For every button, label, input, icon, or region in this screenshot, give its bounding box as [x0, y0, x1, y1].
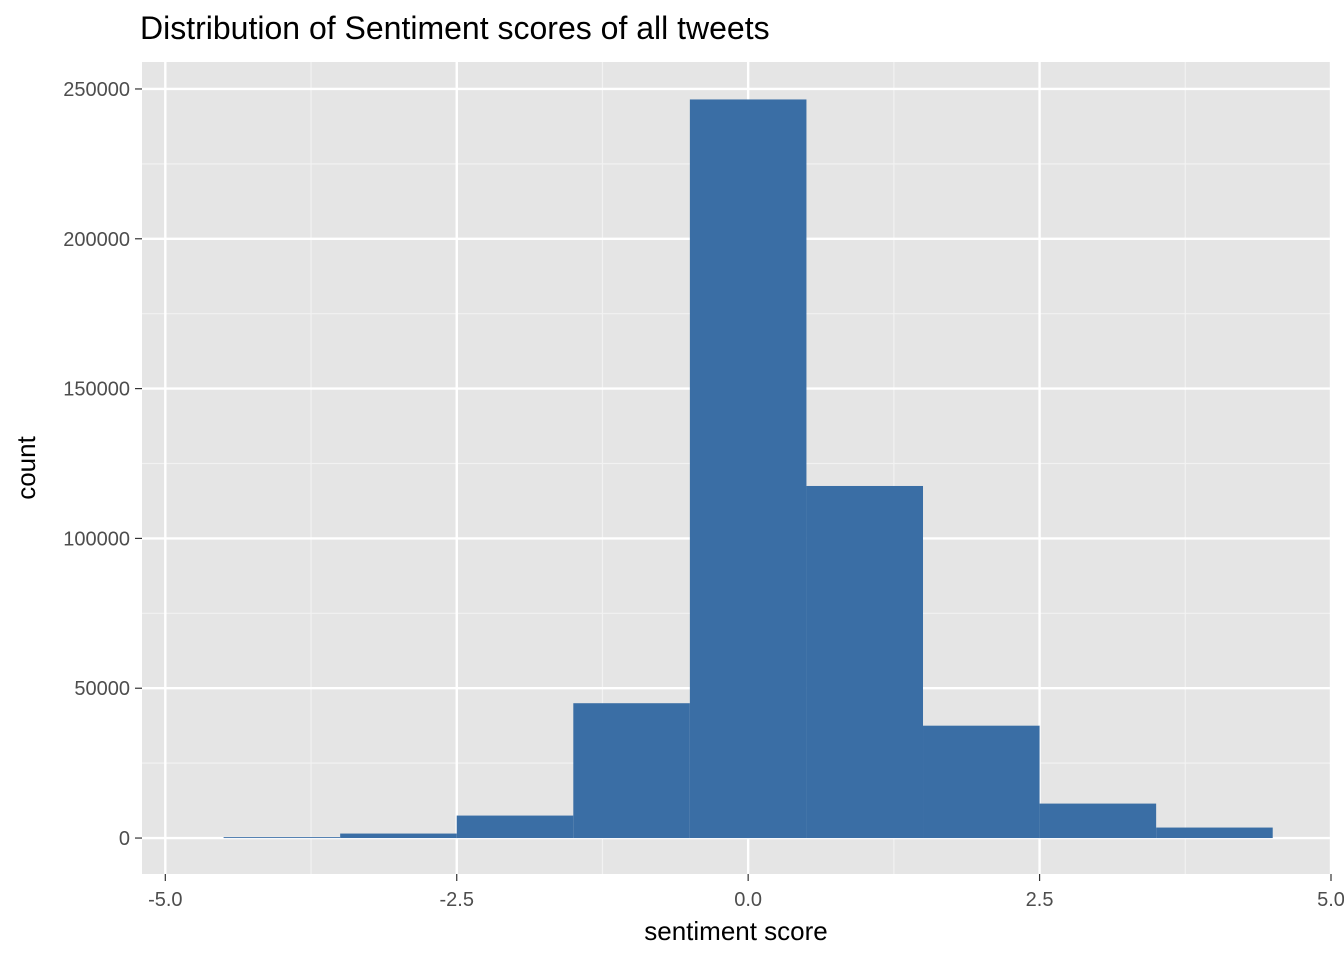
- x-tick-label: 5.0: [1317, 889, 1344, 911]
- histogram-bar: [689, 99, 807, 839]
- histogram-bar: [223, 837, 341, 839]
- x-axis: -5.0 -2.5 0.0 2.5 5.0: [148, 874, 1344, 911]
- y-tick-label: 50000: [74, 678, 130, 700]
- histogram-bar: [573, 703, 690, 839]
- y-tick-label: 250000: [63, 79, 130, 101]
- y-tick-label: 150000: [63, 379, 130, 401]
- x-tick-label: 0.0: [734, 889, 762, 911]
- histogram-bar: [923, 725, 1040, 839]
- histogram-bars: [223, 99, 1273, 839]
- y-axis-title: count: [11, 435, 41, 499]
- histogram-bar: [1039, 803, 1157, 839]
- histogram-bar: [340, 833, 457, 839]
- x-axis-title: sentiment score: [644, 916, 828, 946]
- y-tick-label: 0: [119, 828, 130, 850]
- y-tick-label: 200000: [63, 229, 130, 251]
- x-tick-label: -2.5: [440, 889, 474, 911]
- chart-title: Distribution of Sentiment scores of all …: [140, 10, 770, 46]
- x-tick-label: -5.0: [148, 889, 182, 911]
- histogram-bar: [806, 485, 924, 839]
- y-tick-label: 100000: [63, 528, 130, 550]
- x-tick-label: 2.5: [1026, 889, 1054, 911]
- histogram-bar: [456, 815, 574, 839]
- y-axis: 0 50000 100000 150000 200000 250000: [63, 79, 142, 850]
- histogram-bar: [1156, 827, 1273, 839]
